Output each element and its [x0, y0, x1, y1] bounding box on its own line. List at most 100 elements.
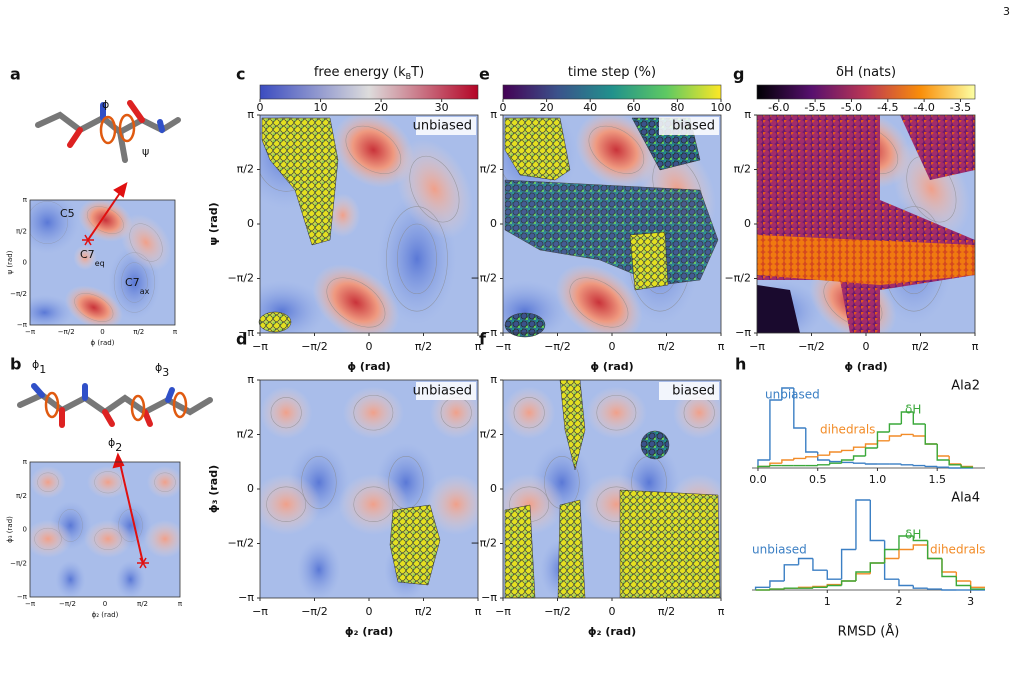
histogram-step: [883, 557, 899, 563]
y-tick-label: −π/2: [10, 559, 27, 567]
molecule-b: [17, 383, 213, 428]
y-axis-label: ϕ₃ (rad): [207, 465, 220, 513]
histogram-step: [926, 540, 942, 560]
histogram-step: [855, 571, 871, 581]
colorbar-tick-label: -5.0: [841, 101, 862, 114]
y-tick-label: π/2: [480, 428, 497, 441]
histogram-step: [912, 585, 928, 589]
y-tick-label: −π/2: [724, 272, 751, 285]
histogram-step: [955, 576, 971, 587]
y-tick-label: π/2: [16, 227, 27, 235]
colorbar-tick-label: 20: [374, 101, 388, 114]
series-label: dihedrals: [820, 423, 875, 437]
histogram-step: [855, 499, 871, 550]
x-tick-label: 0: [366, 340, 373, 353]
colorbar-tick-label: 20: [540, 101, 554, 114]
histogram-step: [812, 586, 828, 589]
y-axis-label: ϕ₃ (rad): [6, 516, 14, 543]
delta-h-map: [757, 115, 975, 333]
histogram-step: [883, 540, 899, 580]
histogram-step: [793, 457, 806, 460]
colorbar-tick-label: 30: [435, 101, 449, 114]
x-axis-label: ϕ₂ (rad): [588, 625, 636, 638]
inset-map: [30, 462, 180, 597]
panel-letter: a: [10, 65, 21, 84]
panel-letter: e: [479, 65, 490, 84]
colorbar-tick-label: -4.5: [877, 101, 898, 114]
histogram-step: [757, 459, 770, 468]
y-tick-label: π/2: [480, 163, 497, 176]
histogram-step: [898, 579, 914, 587]
colorbar-tick-label: -5.5: [804, 101, 825, 114]
x-tick-label: 0: [609, 340, 616, 353]
histogram-step: [898, 535, 914, 550]
colorbar-label-part: δH (nats): [836, 65, 896, 80]
histogram-step: [888, 435, 902, 441]
y-tick-label: 0: [490, 482, 497, 495]
histogram-step: [817, 464, 830, 466]
histogram-step: [876, 431, 890, 448]
y-tick-label: 0: [247, 217, 254, 230]
histogram-step: [817, 452, 830, 461]
y-tick-label: 0: [744, 217, 751, 230]
x-tick-label: −π/2: [301, 340, 328, 353]
histogram-step: [912, 434, 926, 437]
series-label: δH: [905, 528, 921, 542]
histogram-step: [783, 587, 799, 590]
colorbar-tick-label: 100: [711, 101, 732, 114]
colorbar-tick-label: 0: [500, 101, 507, 114]
x-tick-label: −π: [25, 600, 36, 608]
y-tick-label: 0: [490, 217, 497, 230]
histogram-step: [936, 444, 950, 457]
panel-letter: f: [479, 330, 487, 349]
x-tick-label: −π/2: [59, 600, 76, 608]
histogram-step: [797, 557, 813, 565]
y-axis-label: ψ (rad): [6, 250, 14, 274]
x-tick-label: π: [475, 340, 482, 353]
histogram-step: [852, 462, 866, 464]
x-tick-label: π/2: [133, 328, 144, 336]
histogram-step: [817, 454, 830, 457]
x-axis-label: RMSD (Å): [838, 624, 900, 640]
histogram-step: [948, 460, 962, 466]
x-tick-label: −π: [252, 605, 268, 618]
panel-letter: c: [236, 65, 245, 84]
histogram-step: [828, 460, 842, 463]
colorbar: [756, 84, 976, 100]
red-arrows: [82, 182, 149, 569]
x-tick-label: 0.0: [749, 473, 767, 486]
x-tick-label: 1: [824, 595, 831, 608]
histogram-step: [793, 388, 806, 429]
energy-map: [260, 380, 478, 598]
colorbar-label-part: B: [406, 72, 412, 81]
state-label: C7eq: [80, 248, 105, 268]
series-label: unbiased: [752, 543, 807, 557]
colorbar-label: time step (%): [568, 65, 656, 80]
histogram-step: [869, 562, 885, 574]
histogram-step: [840, 459, 854, 464]
histogram-step: [924, 465, 938, 468]
histogram-step: [864, 463, 878, 465]
histogram-step: [948, 456, 962, 465]
histogram-step: [876, 440, 890, 444]
x-tick-label: 1.0: [869, 473, 887, 486]
state-label: C7ax: [125, 276, 150, 296]
histogram-step: [869, 500, 885, 542]
y-tick-label: π: [23, 196, 28, 204]
x-tick-label: π/2: [415, 605, 432, 618]
x-tick-label: −π/2: [798, 340, 825, 353]
histogram-step: [969, 581, 985, 588]
molecule-a: [35, 100, 181, 163]
x-tick-label: −π: [749, 340, 765, 353]
histogram-step: [912, 536, 928, 542]
y-tick-label: −π/2: [10, 290, 27, 298]
panel-letter: h: [735, 355, 746, 374]
tag-box: [416, 382, 476, 400]
colorbar-tick-label: 0: [257, 101, 264, 114]
x-tick-label: 0: [100, 328, 104, 336]
histogram-step: [769, 464, 782, 467]
y-tick-label: −π: [481, 591, 497, 604]
angle-label: ψ: [142, 145, 149, 158]
histogram-step: [941, 589, 957, 591]
